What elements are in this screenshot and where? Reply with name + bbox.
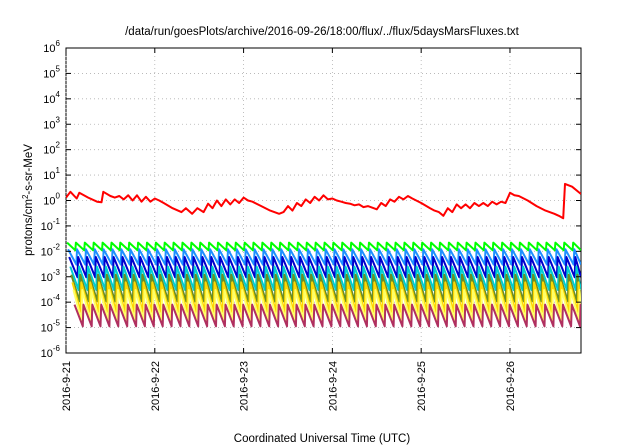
y-tick-label: 10-1 — [41, 217, 61, 233]
y-axis-label-main: protons/cm — [23, 199, 35, 256]
series-line — [69, 265, 581, 291]
y-tick-label: 103 — [43, 115, 60, 131]
y-tick-label: 10-4 — [41, 293, 61, 309]
series-line — [71, 281, 581, 313]
series-line — [68, 256, 581, 279]
series-line — [66, 241, 581, 252]
series-line — [72, 289, 581, 323]
y-tick-label: 10-2 — [41, 242, 61, 258]
chart-title: /data/run/goesPlots/archive/2016-09-26/1… — [125, 26, 520, 38]
y-axis-label-sup: 2 — [21, 194, 30, 199]
series-line — [67, 248, 581, 266]
x-tick-label: 2016-9-24 — [327, 361, 339, 411]
x-tick-label: 2016-9-23 — [239, 361, 251, 411]
series-line — [73, 303, 581, 328]
x-tick-label: 2016-9-25 — [416, 361, 428, 411]
series-line — [70, 273, 581, 303]
y-tick-label: 104 — [43, 90, 60, 106]
y-tick-label: 102 — [43, 141, 60, 157]
y-axis-label: protons/cm2-s-sr-MeV — [21, 144, 36, 256]
y-tick-label: 10-3 — [41, 268, 61, 284]
x-tick-label: 2016-9-26 — [505, 361, 517, 411]
x-tick-label: 2016-9-21 — [61, 361, 73, 411]
y-axis-ticks: 10-6 10-5 10-4 10-3 10-2 10-1 100 101 102 103 104 1… — [41, 39, 581, 360]
y-tick-label: 100 — [43, 192, 60, 208]
y-tick-label: 101 — [43, 166, 60, 182]
series-group — [66, 182, 581, 328]
y-axis-label-rest: -s-sr-MeV — [23, 144, 35, 195]
y-tick-label: 10-6 — [41, 344, 61, 360]
y-tick-label: 106 — [43, 39, 60, 55]
x-axis-ticks: 2016-9-21 2016-9-22 2016-9-23 2016-9-24 2016… — [61, 48, 517, 411]
y-tick-label: 105 — [43, 64, 60, 80]
x-tick-label: 2016-9-22 — [150, 361, 162, 411]
series-line — [66, 182, 581, 220]
x-axis-label: Coordinated Universal Time (UTC) — [234, 433, 411, 445]
y-tick-label: 10-5 — [41, 319, 61, 335]
